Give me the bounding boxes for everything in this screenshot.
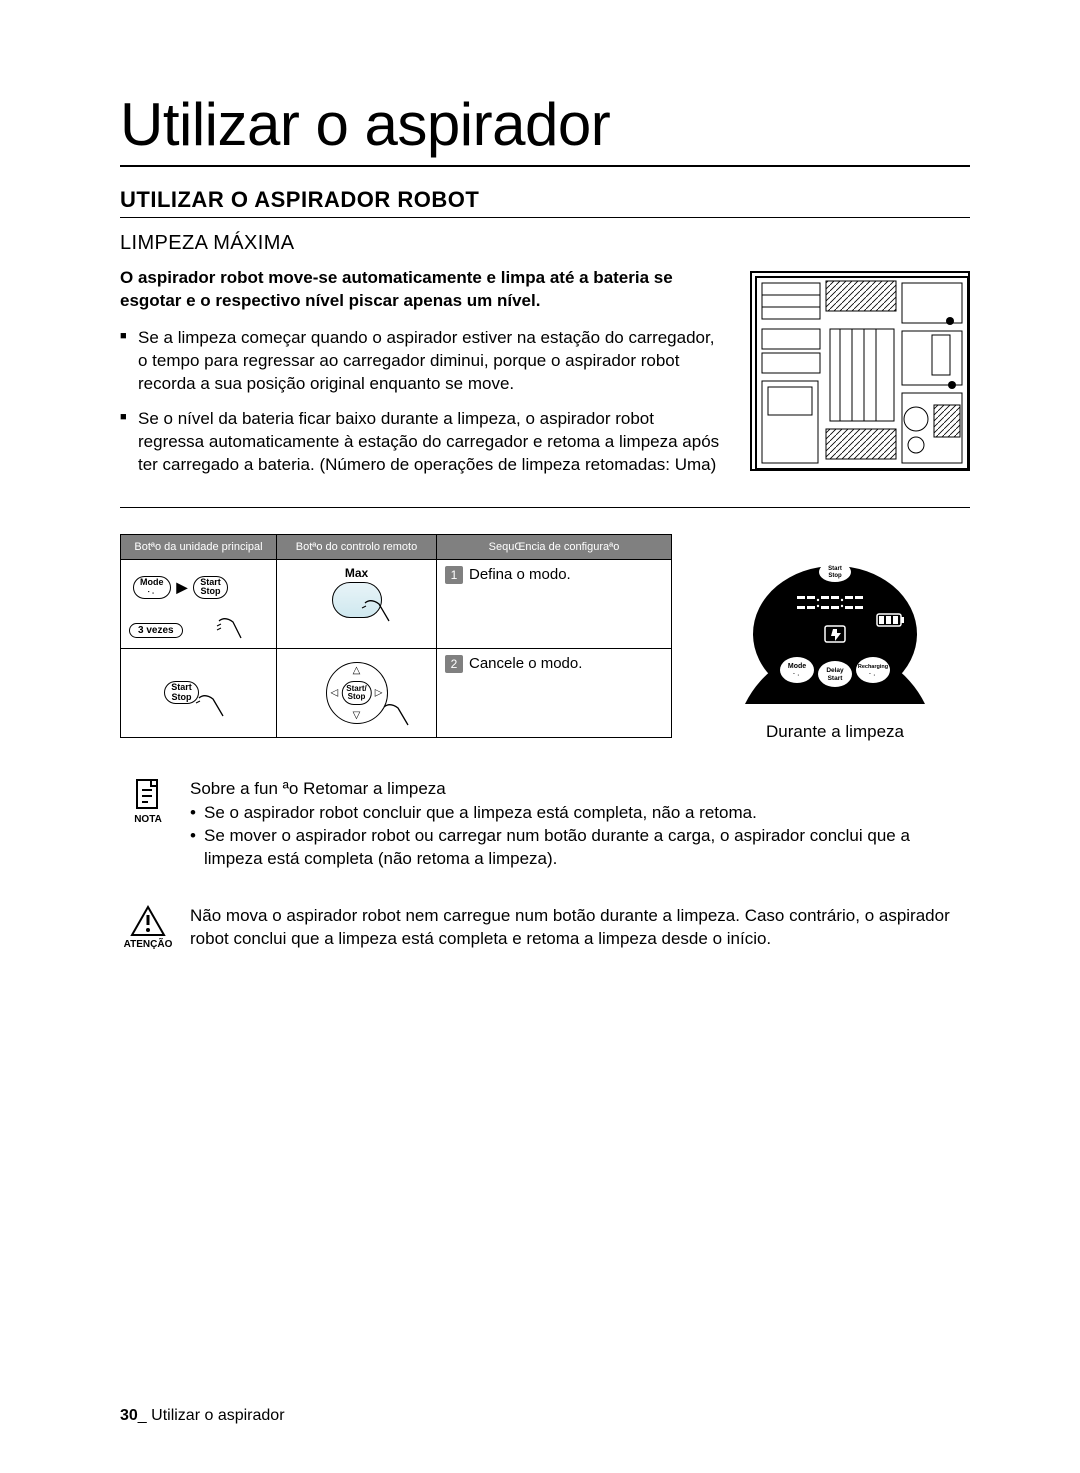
note-list: Se o aspirador robot concluir que a limp… [190, 802, 970, 871]
arrow-icon: ▶ [177, 579, 188, 596]
section-heading: LIMPEZA MÁXIMA [120, 232, 970, 255]
table-row: Mode⠂⠄ ▶ StartStop 3 vezes Max [121, 559, 672, 648]
svg-text:⠂⠄: ⠂⠄ [869, 672, 878, 678]
caution-label: ATENÇÃO [124, 939, 173, 950]
svg-text:Start: Start [828, 675, 844, 682]
note-icon [133, 778, 163, 812]
svg-text:Start: Start [828, 566, 842, 572]
intro-row: O aspirador robot move-se automaticament… [120, 267, 970, 489]
page-number: 30 [120, 1407, 138, 1424]
intro-bullet-list: Se a limpeza começar quando o aspirador … [120, 327, 720, 477]
subtitle-rule [120, 217, 970, 218]
mode-pill: Mode⠂⠄ [133, 576, 171, 600]
steps-row: Botªo da unidade principal Botªo do cont… [120, 534, 970, 742]
note-lead: Sobre a fun ªo Retomar a limpeza [190, 778, 970, 801]
max-button-graphic [332, 582, 382, 618]
intro-bold-paragraph: O aspirador robot move-se automaticament… [120, 267, 720, 313]
page-title: Utilizar o aspirador [120, 90, 970, 159]
robot-display-graphic: Start Stop Mode ⠂⠄ [725, 534, 945, 714]
svg-text:⠂⠄: ⠂⠄ [793, 672, 802, 678]
svg-text:Recharging: Recharging [858, 664, 888, 670]
intro-text: O aspirador robot move-se automaticament… [120, 267, 720, 489]
divider [120, 507, 970, 508]
note-callout: NOTA Sobre a fun ªo Retomar a limpeza Se… [120, 778, 970, 872]
count-pill: 3 vezes [129, 623, 183, 638]
svg-text:Mode: Mode [788, 663, 806, 670]
caution-callout: ATENÇÃO Não mova o aspirador robot nem c… [120, 905, 970, 951]
intro-bullet: Se a limpeza começar quando o aspirador … [120, 327, 720, 396]
steps-table: Botªo da unidade principal Botªo do cont… [120, 534, 672, 738]
caution-text: Não mova o aspirador robot nem carregue … [190, 905, 970, 951]
step-text: Cancele o modo. [469, 655, 582, 672]
cell-remote: △ ▽ ◁ ▷ Start/ Stop [277, 648, 437, 737]
finger-press-icon [215, 618, 245, 642]
step-text: Defina o modo. [469, 566, 571, 583]
finger-press-icon [378, 703, 412, 729]
page-footer: 30_ Utilizar o aspirador [120, 1407, 285, 1425]
note-item: Se o aspirador robot concluir que a limp… [190, 802, 970, 825]
title-rule [120, 165, 970, 167]
finger-press-icon [193, 694, 227, 720]
finger-press-icon [359, 599, 393, 625]
cell-sequence: 1 Defina o modo. [437, 559, 672, 648]
svg-text:Stop: Stop [828, 573, 842, 579]
table-header: Botªo do controlo remoto [277, 534, 437, 559]
table-header: SequŒncia de configuraªo [437, 534, 672, 559]
robot-column: Start Stop Mode ⠂⠄ [700, 534, 970, 742]
intro-bullet: Se o nível da bateria ficar baixo durant… [120, 408, 720, 477]
cell-main-unit: Mode⠂⠄ ▶ StartStop 3 vezes [121, 559, 277, 648]
svg-text:Delay: Delay [826, 667, 844, 674]
warning-icon [130, 905, 166, 937]
robot-caption: Durante a limpeza [766, 722, 904, 742]
table-row: StartStop △ ▽ ◁ ▷ Start/ Stop [121, 648, 672, 737]
step-badge: 2 [445, 655, 463, 673]
max-label: Max [345, 566, 368, 580]
cell-main-unit: StartStop [121, 648, 277, 737]
floorplan-diagram [750, 271, 970, 471]
step-badge: 1 [445, 566, 463, 584]
footer-text: Utilizar o aspirador [151, 1407, 284, 1424]
cell-sequence: 2 Cancele o modo. [437, 648, 672, 737]
cell-remote: Max [277, 559, 437, 648]
note-label: NOTA [134, 814, 162, 825]
section-subtitle: UTILIZAR O ASPIRADOR ROBOT [120, 187, 970, 213]
footer-sep: _ [138, 1407, 151, 1424]
center-startstop: Start/ Stop [341, 681, 371, 705]
note-item: Se mover o aspirador robot ou carregar n… [190, 825, 970, 871]
table-header: Botªo da unidade principal [121, 534, 277, 559]
startstop-pill: StartStop [193, 576, 228, 600]
